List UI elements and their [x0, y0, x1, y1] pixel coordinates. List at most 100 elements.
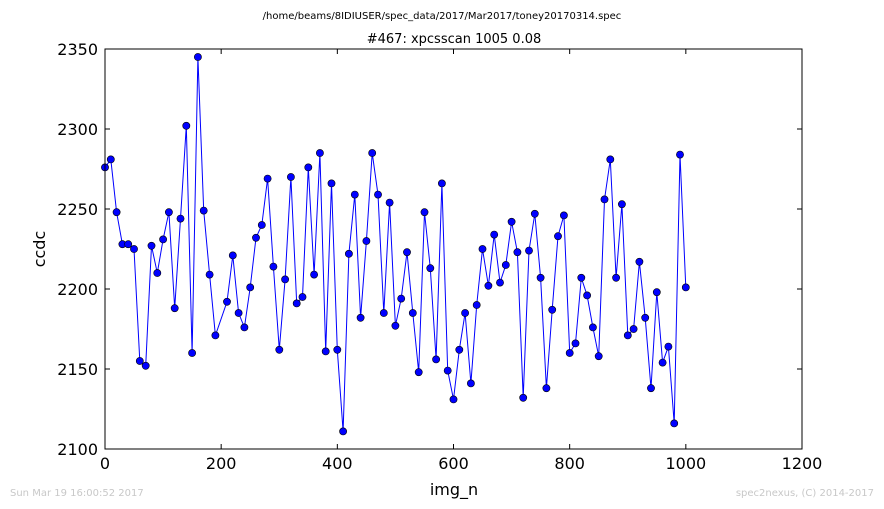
data-point	[391, 321, 400, 330]
data-point	[507, 217, 516, 226]
data-point	[461, 309, 469, 317]
data-point	[321, 347, 330, 356]
data-point	[164, 208, 173, 217]
data-point	[670, 419, 679, 428]
data-point	[676, 150, 684, 159]
data-point	[275, 345, 284, 354]
data-point	[623, 331, 632, 340]
data-point	[298, 293, 307, 301]
data-point	[188, 349, 196, 357]
data-point	[130, 245, 138, 253]
data-point	[344, 249, 353, 258]
x-tick-label: 800	[554, 454, 585, 473]
data-point	[443, 366, 452, 375]
x-tick-label: 200	[206, 454, 237, 473]
data-point	[560, 211, 568, 220]
data-point	[211, 331, 220, 340]
data-point	[501, 261, 510, 269]
plot-frame	[104, 48, 803, 450]
data-point	[106, 155, 115, 164]
data-point	[397, 294, 406, 303]
y-tick-label: 2300	[57, 120, 98, 139]
data-point	[496, 278, 504, 287]
y-tick-label: 2100	[57, 440, 98, 459]
data-point	[484, 281, 493, 290]
data-point	[594, 352, 603, 361]
plot-area	[105, 49, 802, 449]
data-point	[548, 305, 557, 314]
x-tick-label: 400	[322, 454, 353, 473]
data-point	[618, 200, 626, 209]
data-point	[315, 149, 324, 157]
data-point	[513, 248, 522, 257]
data-point	[368, 149, 377, 157]
data-point	[333, 345, 342, 354]
data-point	[385, 198, 394, 207]
data-point	[379, 309, 388, 317]
series-line	[104, 56, 687, 432]
data-point	[176, 214, 185, 223]
data-point	[124, 240, 133, 249]
data-point	[542, 384, 551, 393]
chart-subtitle: /home/beams/8IDIUSER/spec_data/2017/Mar2…	[263, 11, 622, 22]
data-point	[292, 299, 301, 308]
data-point	[629, 325, 638, 333]
data-point	[571, 339, 580, 348]
data-point	[153, 269, 162, 277]
ticks-layer: 0 200 400 600 800 1000 1200 2100 2150 2200 2250 230…	[57, 40, 822, 473]
data-point	[246, 283, 255, 292]
y-tick-label: 2150	[57, 360, 98, 379]
data-point	[408, 309, 417, 317]
data-point	[658, 358, 667, 367]
data-point	[257, 221, 266, 229]
x-tick-label: 0	[100, 454, 110, 473]
data-point	[286, 173, 295, 181]
data-point	[565, 349, 574, 357]
data-point	[414, 368, 423, 377]
footer-timestamp: Sun Mar 19 16:00:52 2017	[10, 488, 144, 499]
data-point	[606, 155, 615, 164]
y-tick-label: 2200	[57, 280, 98, 299]
x-tick-label: 600	[438, 454, 469, 473]
data-point	[141, 361, 150, 370]
chart-title: #467: xpcsscan 1005 0.08	[367, 32, 542, 47]
data-point	[240, 323, 249, 332]
data-point	[339, 427, 347, 436]
data-point	[159, 235, 167, 244]
data-point	[455, 345, 464, 354]
data-point	[583, 291, 591, 300]
data-point	[681, 283, 690, 292]
data-point	[228, 251, 237, 260]
data-point	[281, 275, 289, 284]
data-point	[147, 241, 156, 250]
data-point	[356, 313, 365, 322]
data-point	[652, 288, 661, 297]
data-point	[304, 163, 313, 172]
data-point	[432, 355, 440, 364]
data-point	[205, 270, 214, 279]
data-point	[403, 248, 411, 257]
data-point	[589, 323, 597, 332]
data-layer	[101, 53, 690, 436]
data-point	[490, 230, 499, 239]
data-point	[263, 174, 272, 183]
data-point	[350, 190, 359, 199]
data-point	[234, 309, 243, 317]
x-axis-label: img_n	[430, 480, 478, 500]
footer-credit: spec2nexus, (C) 2014-2017	[735, 488, 874, 499]
data-point	[193, 53, 202, 61]
data-point	[530, 209, 539, 218]
data-point	[554, 232, 562, 241]
data-point	[478, 245, 487, 253]
data-point	[135, 357, 144, 365]
data-point	[310, 270, 318, 279]
data-point	[112, 208, 121, 217]
data-point	[362, 237, 371, 245]
y-axis-label: ccdc	[30, 231, 49, 268]
data-point	[420, 208, 429, 217]
data-point	[519, 393, 528, 402]
data-point	[437, 179, 446, 188]
data-point	[449, 395, 458, 404]
data-point	[647, 384, 655, 393]
data-point	[252, 233, 260, 242]
